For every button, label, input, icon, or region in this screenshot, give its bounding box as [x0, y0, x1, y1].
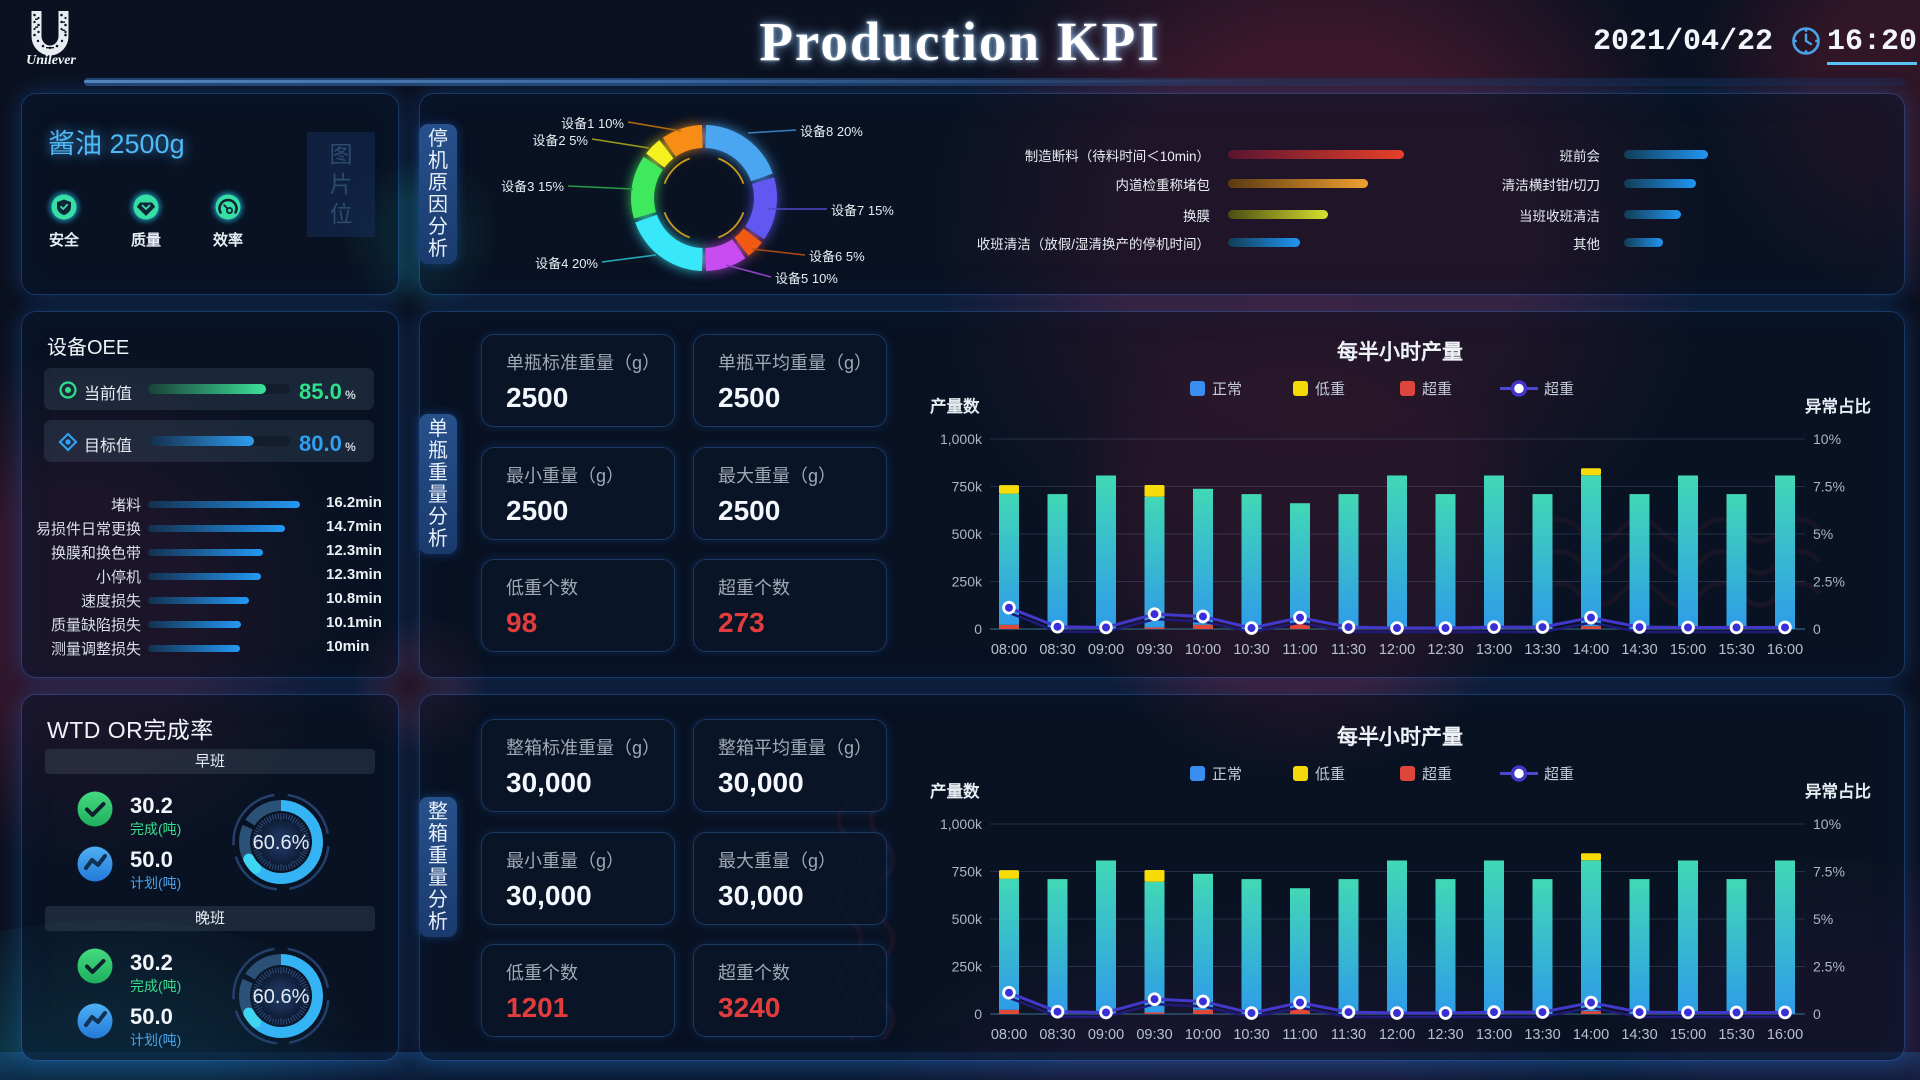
svg-text:1,000k: 1,000k — [940, 816, 983, 832]
svg-text:60.6%: 60.6% — [253, 986, 310, 1008]
svg-text:设备3 15%: 设备3 15% — [501, 179, 564, 194]
svg-text:14:30: 14:30 — [1621, 1027, 1657, 1043]
svg-text:12:00: 12:00 — [1379, 642, 1415, 658]
svg-text:10:30: 10:30 — [1233, 1027, 1269, 1043]
svg-text:正常: 正常 — [1212, 381, 1242, 398]
svg-text:15:30: 15:30 — [1718, 642, 1754, 658]
svg-text:0: 0 — [1813, 1006, 1821, 1022]
svg-text:产量数: 产量数 — [930, 781, 980, 801]
svg-text:超重: 超重 — [1544, 381, 1574, 398]
svg-text:08:00: 08:00 — [991, 642, 1027, 658]
svg-text:11:30: 11:30 — [1331, 1027, 1366, 1043]
svg-text:15:30: 15:30 — [1718, 1027, 1754, 1043]
svg-text:08:00: 08:00 — [991, 1027, 1027, 1043]
svg-text:08:30: 08:30 — [1039, 1027, 1075, 1043]
svg-text:09:00: 09:00 — [1088, 1027, 1124, 1043]
svg-text:14:00: 14:00 — [1573, 642, 1609, 658]
svg-text:10:00: 10:00 — [1185, 1027, 1221, 1043]
svg-text:11:00: 11:00 — [1282, 642, 1317, 658]
svg-text:7.5%: 7.5% — [1813, 479, 1845, 495]
svg-text:500k: 500k — [952, 911, 983, 927]
svg-text:产量数: 产量数 — [930, 396, 980, 416]
svg-text:低重: 低重 — [1315, 766, 1345, 783]
svg-text:12:30: 12:30 — [1427, 1027, 1463, 1043]
svg-text:设备7 15%: 设备7 15% — [831, 203, 894, 218]
svg-text:13:30: 13:30 — [1524, 642, 1560, 658]
svg-text:1,000k: 1,000k — [940, 431, 983, 447]
svg-text:0: 0 — [1813, 621, 1821, 637]
svg-text:2.5%: 2.5% — [1813, 574, 1845, 590]
svg-text:0: 0 — [974, 1006, 982, 1022]
svg-text:10%: 10% — [1813, 431, 1841, 447]
svg-text:13:00: 13:00 — [1476, 1027, 1512, 1043]
svg-text:09:30: 09:30 — [1136, 642, 1172, 658]
svg-text:09:30: 09:30 — [1136, 1027, 1172, 1043]
svg-text:0: 0 — [974, 621, 982, 637]
svg-text:超重: 超重 — [1422, 381, 1452, 398]
svg-text:异常占比: 异常占比 — [1805, 396, 1871, 416]
svg-text:250k: 250k — [952, 959, 983, 975]
svg-text:750k: 750k — [952, 479, 983, 495]
svg-text:异常占比: 异常占比 — [1805, 781, 1871, 801]
svg-text:10:00: 10:00 — [1185, 642, 1221, 658]
svg-text:5%: 5% — [1813, 526, 1833, 542]
svg-text:设备5 10%: 设备5 10% — [775, 271, 838, 286]
svg-text:每半小时产量: 每半小时产量 — [1337, 725, 1463, 749]
svg-text:2.5%: 2.5% — [1813, 959, 1845, 975]
svg-text:60.6%: 60.6% — [253, 832, 310, 854]
svg-text:15:00: 15:00 — [1670, 1027, 1706, 1043]
svg-text:设备8 20%: 设备8 20% — [800, 124, 863, 139]
svg-text:11:30: 11:30 — [1331, 642, 1366, 658]
svg-text:超重: 超重 — [1422, 766, 1452, 783]
svg-text:750k: 750k — [952, 864, 983, 880]
svg-text:设备2 5%: 设备2 5% — [532, 133, 588, 148]
svg-text:12:00: 12:00 — [1379, 1027, 1415, 1043]
svg-text:设备1 10%: 设备1 10% — [561, 116, 624, 131]
svg-text:13:00: 13:00 — [1476, 642, 1512, 658]
svg-text:13:30: 13:30 — [1524, 1027, 1560, 1043]
svg-text:10:30: 10:30 — [1233, 642, 1269, 658]
svg-text:11:00: 11:00 — [1282, 1027, 1317, 1043]
svg-text:16:00: 16:00 — [1767, 642, 1803, 658]
svg-text:正常: 正常 — [1212, 766, 1242, 783]
svg-text:低重: 低重 — [1315, 381, 1345, 398]
svg-text:Unilever: Unilever — [26, 53, 76, 68]
svg-text:12:30: 12:30 — [1427, 642, 1463, 658]
svg-text:每半小时产量: 每半小时产量 — [1337, 340, 1463, 364]
svg-text:15:00: 15:00 — [1670, 642, 1706, 658]
svg-text:设备6 5%: 设备6 5% — [809, 249, 865, 264]
svg-text:08:30: 08:30 — [1039, 642, 1075, 658]
svg-text:设备4 20%: 设备4 20% — [535, 256, 598, 271]
svg-text:09:00: 09:00 — [1088, 642, 1124, 658]
svg-text:14:30: 14:30 — [1621, 642, 1657, 658]
svg-text:14:00: 14:00 — [1573, 1027, 1609, 1043]
svg-text:7.5%: 7.5% — [1813, 864, 1845, 880]
svg-text:10%: 10% — [1813, 816, 1841, 832]
svg-text:16:00: 16:00 — [1767, 1027, 1803, 1043]
svg-text:5%: 5% — [1813, 911, 1833, 927]
svg-text:250k: 250k — [952, 574, 983, 590]
svg-text:500k: 500k — [952, 526, 983, 542]
svg-text:超重: 超重 — [1544, 766, 1574, 783]
